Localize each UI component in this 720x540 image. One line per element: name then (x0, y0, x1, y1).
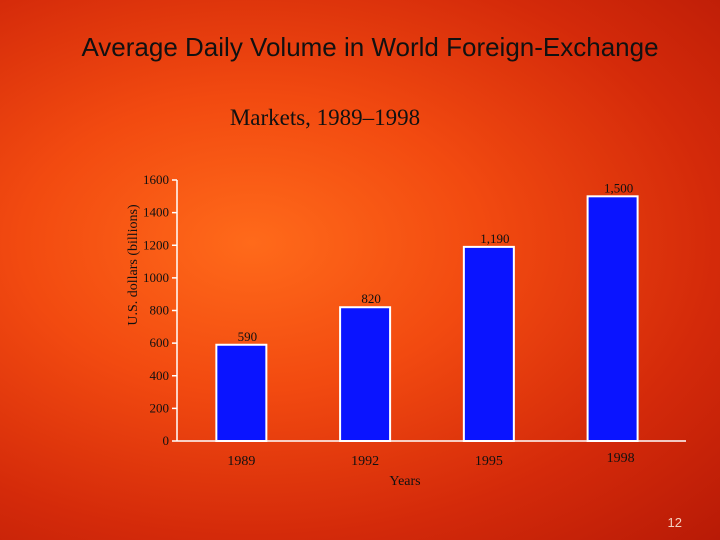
slide-title: Average Daily Volume in World Foreign-Ex… (81, 32, 659, 62)
chart-title: Markets, 1989–1998 (229, 105, 421, 130)
data-label-1989: 590 (238, 329, 258, 344)
bar-1998 (586, 195, 639, 442)
y-tick-label: 200 (150, 400, 170, 415)
x-tick-label-1992: 1992 (351, 454, 379, 469)
y-tick-label: 0 (163, 433, 170, 448)
data-label-1992: 820 (361, 291, 381, 306)
data-label-1995: 1,190 (480, 231, 509, 246)
x-axis-title: Years (389, 474, 420, 489)
x-tick-label-1998: 1998 (607, 451, 635, 466)
y-tick-label: 1600 (143, 172, 169, 187)
bar-1995 (462, 245, 515, 442)
y-tick-label: 400 (150, 368, 170, 383)
y-axis-title: U.S. dollars (billions) (126, 204, 141, 326)
page-number: 12 (667, 515, 682, 530)
y-tick-label: 1400 (143, 205, 169, 220)
x-tick-label-1995: 1995 (475, 454, 503, 469)
y-tick-label: 1000 (143, 270, 169, 285)
y-tick-label: 800 (150, 303, 170, 318)
y-tick-label: 1200 (143, 237, 169, 252)
data-label-1998: 1,500 (604, 180, 633, 195)
bar-1992 (339, 306, 392, 442)
x-tick-label-1989: 1989 (227, 454, 255, 469)
y-tick-label: 600 (150, 335, 170, 350)
bar-1989 (215, 343, 268, 443)
